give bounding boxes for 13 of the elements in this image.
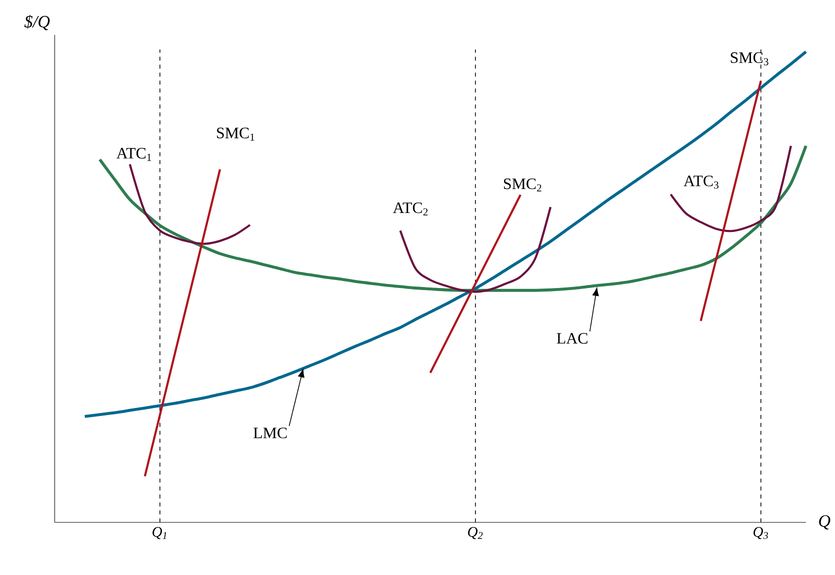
series-label: ATC$_{2}$ (392, 202, 428, 216)
series-label: ATC$_{3}$ (684, 176, 718, 189)
series-label: SMC$_{2}$ (504, 178, 542, 192)
x-tick-label: Q$_{1}$ (152, 527, 166, 540)
x-tick-label: Q$_{3}$ (754, 527, 768, 540)
text: LMC (254, 428, 287, 438)
text: LAC (556, 332, 588, 344)
series-label: SMC$_{3}$ (730, 52, 768, 66)
series-label: SMC$_{1}$ (217, 128, 254, 141)
y-axis-title: $/Q (24, 14, 50, 30)
x-tick-label: Q$_{2}$ (468, 527, 483, 540)
x-axis-title: Q (819, 515, 830, 530)
series-label: ATC$_{1}$ (116, 148, 152, 161)
